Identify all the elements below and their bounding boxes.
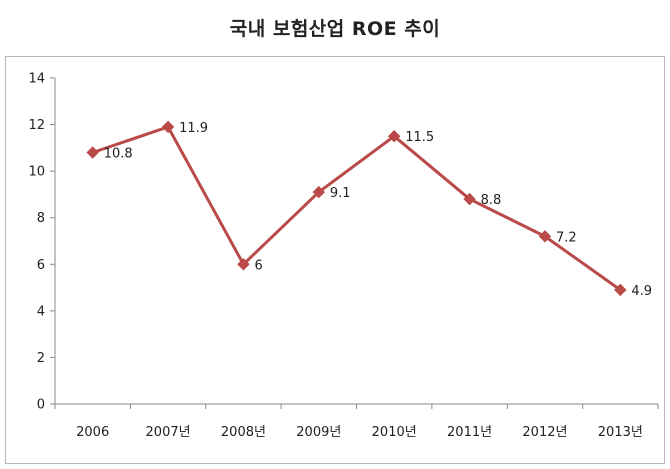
data-label: 10.8 xyxy=(104,147,133,162)
data-label: 9.1 xyxy=(330,186,351,201)
y-tick-label: 12 xyxy=(28,118,45,133)
x-tick-label: 2007년 xyxy=(146,425,191,440)
series-layer xyxy=(86,120,627,297)
y-tick-label: 6 xyxy=(37,258,45,273)
y-tick-label: 14 xyxy=(28,72,45,87)
data-point-marker xyxy=(463,192,476,206)
y-tick-label: 0 xyxy=(37,398,45,413)
data-label: 6 xyxy=(254,258,262,273)
data-label: 7.2 xyxy=(556,230,577,245)
series-line xyxy=(92,125,622,292)
data-point-marker xyxy=(614,283,627,297)
data-point-marker xyxy=(237,258,250,271)
x-tick-label: 2008년 xyxy=(221,425,266,440)
chart-frame xyxy=(5,56,665,464)
data-point-marker xyxy=(387,130,401,143)
chart-title: 국내 보험산업 ROE 추이 xyxy=(229,18,441,40)
x-tick-label: 2013년 xyxy=(598,425,643,440)
x-tick-label: 2012년 xyxy=(522,425,567,440)
y-axis-ticks: 0 2 4 6 8 10 12 14 xyxy=(28,72,55,413)
x-axis-ticks: 2006 2007년 2008년 2009년 2010년 2011년 2012년 2013년 xyxy=(54,404,659,440)
x-tick-label: 2009년 xyxy=(296,425,341,440)
y-tick-label: 2 xyxy=(37,351,45,366)
data-label: 11.5 xyxy=(405,130,434,145)
y-tick-label: 10 xyxy=(28,165,45,180)
x-tick-label: 2010년 xyxy=(372,425,417,440)
data-label: 8.8 xyxy=(481,193,502,208)
y-tick-label: 8 xyxy=(37,211,45,226)
data-labels: 10.8 11.9 6 9.1 11.5 8.8 7.2 4.9 xyxy=(104,121,652,299)
data-point-marker xyxy=(538,230,552,243)
data-label: 4.9 xyxy=(631,284,652,299)
data-label: 11.9 xyxy=(179,121,208,136)
data-point-marker xyxy=(161,120,175,134)
data-point-marker xyxy=(312,185,326,199)
data-point-marker xyxy=(86,146,99,159)
x-tick-label: 2011년 xyxy=(447,425,492,440)
x-tick-label: 2006 xyxy=(76,425,109,440)
y-tick-label: 4 xyxy=(37,304,45,319)
